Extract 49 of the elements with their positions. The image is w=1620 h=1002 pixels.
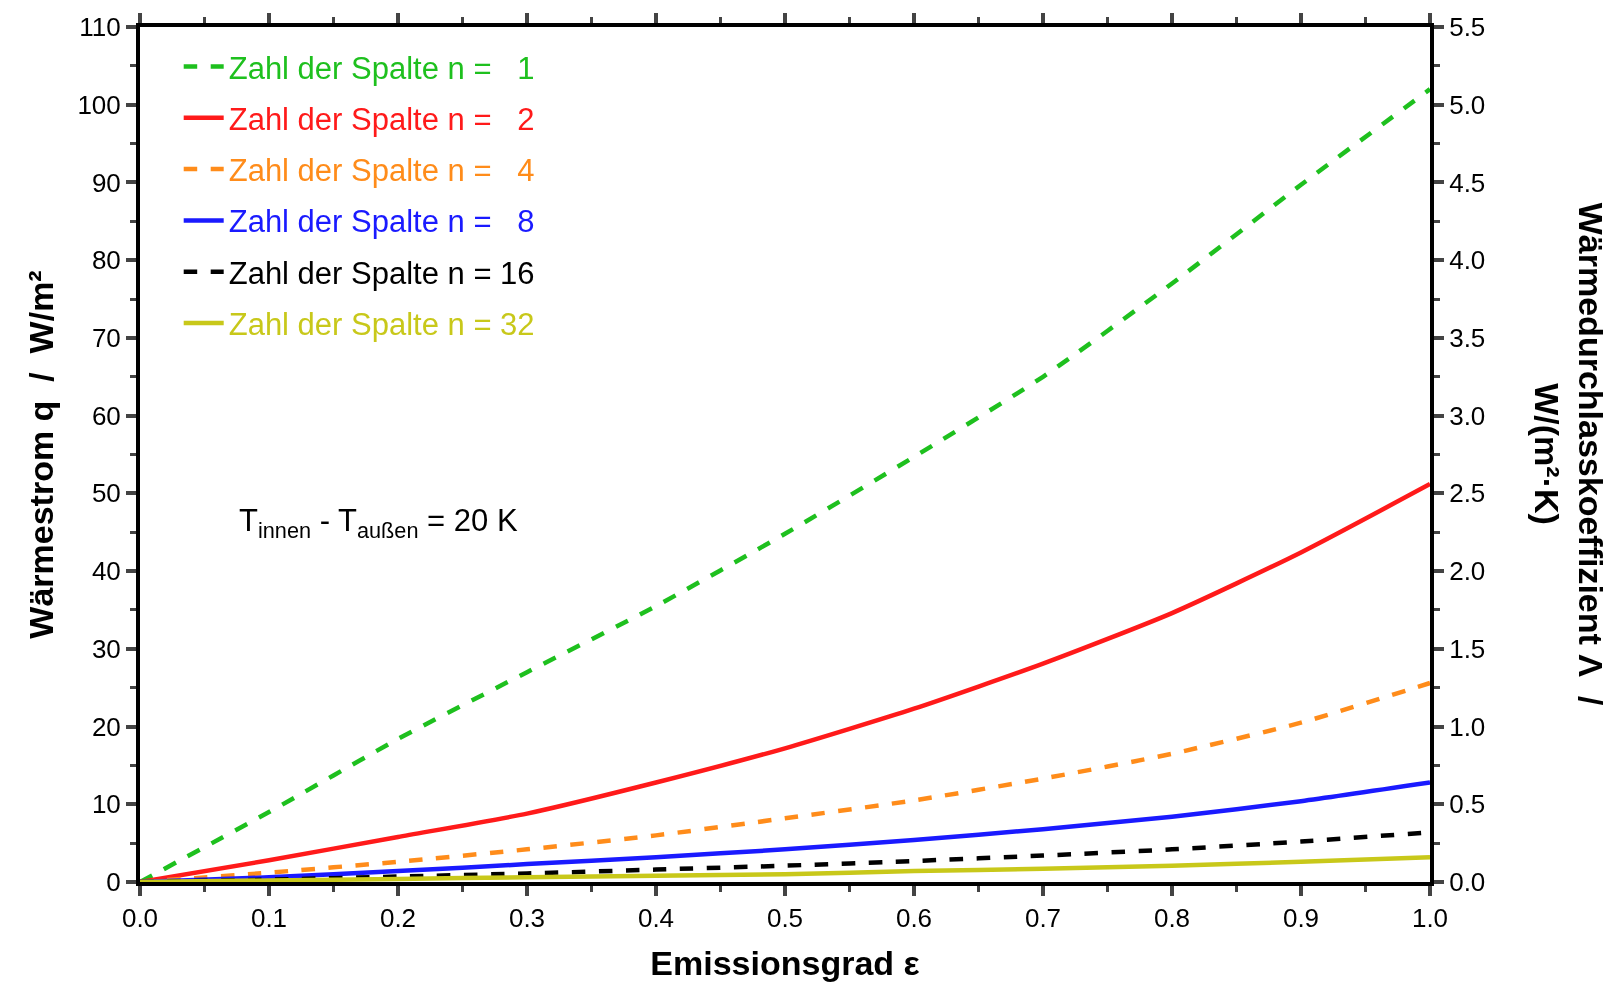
- line-series: [140, 680, 1430, 882]
- y-tick-label: 100: [77, 89, 121, 120]
- y-tick-label: 90: [91, 167, 121, 198]
- line-series: [140, 481, 1430, 882]
- x-tick-label: 0.8: [1153, 903, 1191, 934]
- y-tick-label: 80: [91, 245, 121, 276]
- y2-tick-label: 2.5: [1449, 478, 1486, 509]
- line-series: [140, 86, 1430, 882]
- y-tick-label: 0: [106, 867, 121, 898]
- legend-label: Zahl der Spalte n = 4: [228, 153, 535, 189]
- x-tick-label: 0.1: [250, 903, 288, 934]
- annotation: T$_{innen}$ - T$_{außen}$ = 20 K: [239, 503, 518, 543]
- y2-tick-label: 5.0: [1449, 89, 1486, 120]
- legend-label: Zahl der Spalte n = 2: [228, 101, 535, 137]
- x-tick-label: 0.6: [895, 903, 933, 934]
- x-tick-label: 0.4: [637, 903, 675, 934]
- y2-tick-label: 1.0: [1449, 711, 1486, 742]
- x-axis-title: Emissionsgrad ε: [650, 944, 920, 982]
- legend-label: Zahl der Spalte n = 8: [228, 204, 535, 240]
- x-tick-label: 0.2: [379, 903, 417, 934]
- y-tick-label: 50: [91, 478, 121, 509]
- y-tick-label: 40: [91, 556, 121, 587]
- x-tick-label: 0.5: [766, 903, 804, 934]
- y2-tick-label: 1.5: [1449, 633, 1486, 664]
- line-series: [140, 854, 1430, 882]
- y2-axis-title: Wärmedurchlasskoeffizient Λ / W/(m²·K): [1528, 202, 1611, 706]
- y2-tick-label: 3.5: [1449, 323, 1486, 354]
- y2-tick-label: 5.5: [1449, 12, 1486, 43]
- x-tick-label: 0.7: [1024, 903, 1062, 934]
- y-tick-label: 70: [91, 323, 121, 354]
- x-tick-label: 0.0: [121, 903, 159, 934]
- legend-label: Zahl der Spalte n = 1: [228, 50, 535, 86]
- legend-label: Zahl der Spalte n = 32: [228, 307, 535, 343]
- y-tick-label: 10: [91, 789, 121, 820]
- y2-tick-label: 0.0: [1449, 867, 1486, 898]
- y2-tick-label: 4.5: [1449, 167, 1486, 198]
- x-tick-label: 0.9: [1282, 903, 1320, 934]
- y-tick-label: 20: [91, 711, 121, 742]
- y2-tick-label: 4.0: [1449, 245, 1486, 276]
- y-axis-title: Wärmestrom q / W/m²: [21, 270, 60, 639]
- x-tick-label: 0.3: [508, 903, 546, 934]
- y-tick-label: 110: [79, 12, 121, 43]
- y2-tick-label: 3.0: [1449, 400, 1486, 431]
- x-tick-label: 1.0: [1411, 903, 1449, 934]
- y2-tick-label: 2.0: [1449, 556, 1486, 587]
- y2-tick-label: 0.5: [1449, 789, 1486, 820]
- legend-label: Zahl der Spalte n = 16: [228, 255, 535, 291]
- y-tick-label: 30: [91, 633, 121, 664]
- y-tick-label: 60: [91, 400, 121, 431]
